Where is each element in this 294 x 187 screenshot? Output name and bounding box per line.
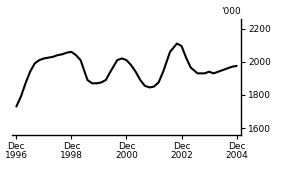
Text: '000: '000: [221, 7, 241, 16]
